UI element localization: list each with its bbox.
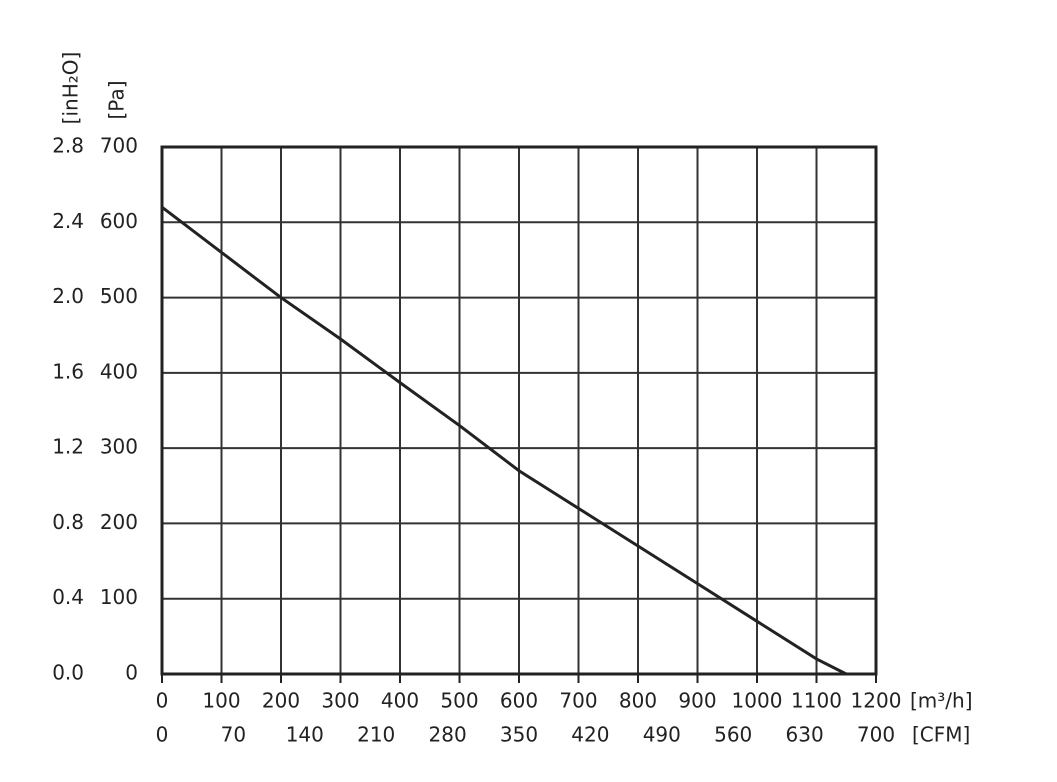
x2-tick-label: 70: [221, 723, 246, 747]
y-tick-label: 400: [100, 359, 138, 383]
x-tick-label: 300: [321, 689, 359, 713]
y-tick-label: 100: [100, 585, 138, 609]
x-tick-label: 200: [262, 689, 300, 713]
y2-tick-label: 0.4: [52, 585, 84, 609]
x-tick-label: 400: [381, 689, 419, 713]
y2-tick-label: 1.2: [52, 435, 84, 459]
x2-axis-title: [CFM]: [912, 723, 970, 747]
x-axis-title: [m³/h]: [910, 689, 973, 713]
y-tick-label: 0: [125, 661, 138, 685]
x2-tick-label: 420: [571, 723, 609, 747]
x-tick-label: 800: [619, 689, 657, 713]
y-tick-label: 600: [100, 209, 138, 233]
y2-tick-label: 1.6: [52, 359, 84, 383]
x-tick-label: 1100: [791, 689, 842, 713]
x2-tick-label: 280: [429, 723, 467, 747]
x2-tick-label: 560: [714, 723, 752, 747]
y-tick-label: 500: [100, 284, 138, 308]
x-tick-label: 900: [678, 689, 716, 713]
x-tick-label: 700: [559, 689, 597, 713]
x-tick-label: 1000: [732, 689, 783, 713]
y2-tick-label: 0.8: [52, 510, 84, 534]
x-tick-label: 0: [156, 689, 169, 713]
y2-tick-label: 2.8: [52, 134, 84, 158]
x2-tick-label: 350: [500, 723, 538, 747]
y2-axis-title: [inH₂O]: [59, 52, 83, 125]
x2-tick-label: 630: [786, 723, 824, 747]
x-tick-label: 600: [500, 689, 538, 713]
x-tick-label: 1200: [851, 689, 902, 713]
plot-frame: [160, 145, 878, 676]
y-tick-label: 700: [100, 134, 138, 158]
y-tick-label: 200: [100, 510, 138, 534]
x2-tick-label: 700: [857, 723, 895, 747]
x2-tick-label: 0: [156, 723, 169, 747]
curve: [161, 206, 847, 676]
x-tick-label: 100: [202, 689, 240, 713]
y2-tick-label: 2.4: [52, 209, 84, 233]
x2-tick-label: 140: [286, 723, 324, 747]
x2-tick-label: 210: [357, 723, 395, 747]
x-tick-label: 500: [440, 689, 478, 713]
y2-tick-label: 2.0: [52, 284, 84, 308]
y2-tick-label: 0.0: [52, 661, 84, 685]
y-tick-label: 300: [100, 435, 138, 459]
x2-tick-label: 490: [643, 723, 681, 747]
y-axis-title: [Pa]: [105, 80, 129, 119]
